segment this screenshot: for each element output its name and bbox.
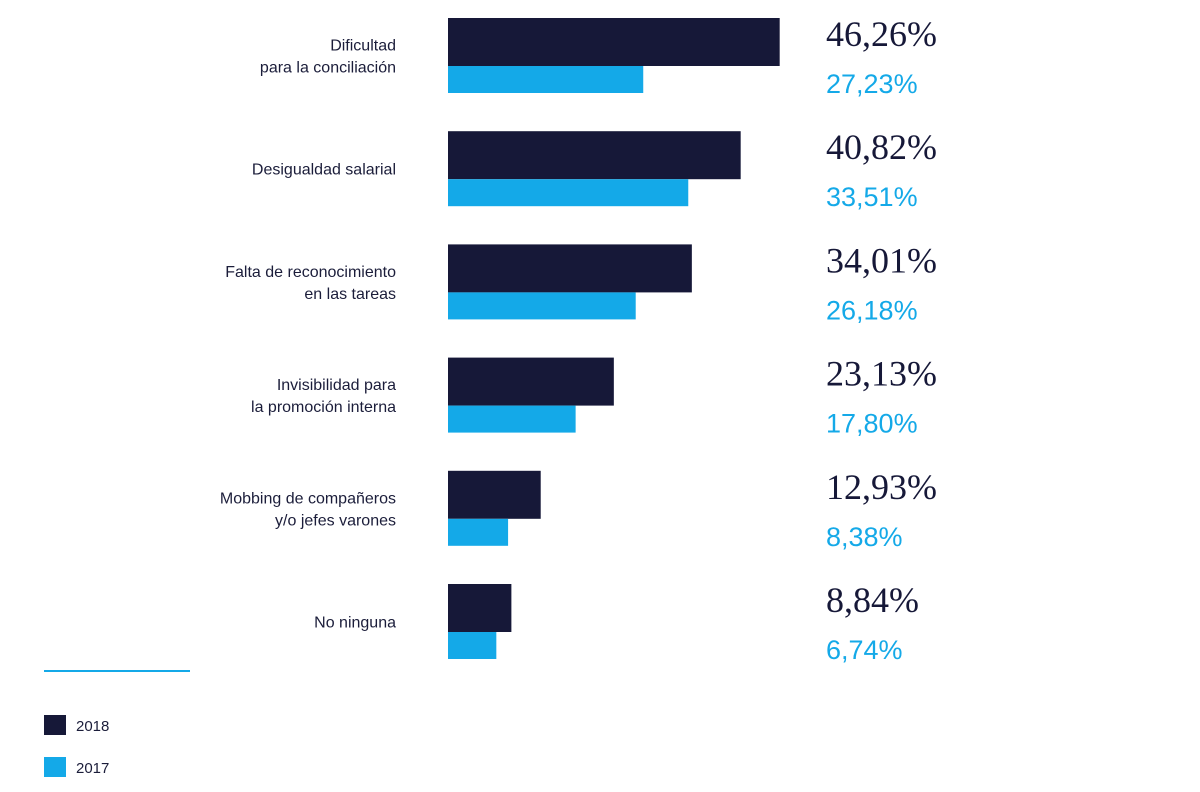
legend-swatch-2018: [44, 715, 66, 735]
bar-2017-4: [448, 518, 509, 546]
value-label-2017-2: 26,18%: [826, 295, 918, 325]
category-label-3: Invisibilidad para la promoción interna: [251, 377, 396, 416]
bar-2017-0: [448, 66, 644, 93]
value-label-2018-2: 34,01%: [826, 240, 937, 280]
value-label-2017-4: 8,38%: [826, 522, 903, 552]
bar-2018-5: [448, 584, 512, 632]
category-label-0: Dificultad para la conciliación: [260, 38, 396, 77]
bar-2018-1: [448, 131, 741, 180]
value-label-2017-0: 27,23%: [826, 69, 918, 99]
value-label-2018-4: 12,93%: [826, 467, 937, 507]
category-label-4: Mobbing de compañeros y/o jefes varones: [220, 490, 396, 529]
bar-2017-3: [448, 405, 576, 433]
value-label-2017-5: 6,74%: [826, 635, 903, 665]
bar-2017-2: [448, 292, 636, 320]
category-label-2: Falta de reconocimiento en las tareas: [225, 264, 396, 303]
bar-2018-4: [448, 470, 541, 519]
legend-swatch-2017: [44, 757, 66, 777]
value-label-2018-0: 46,26%: [826, 14, 937, 54]
value-label-2018-5: 8,84%: [826, 580, 919, 620]
category-label-5: No ninguna: [314, 615, 396, 632]
legend-label-2018: 2018: [76, 718, 109, 735]
value-label-2017-1: 33,51%: [826, 182, 918, 212]
legend-label-2017: 2017: [76, 760, 109, 777]
bar-2017-5: [448, 632, 497, 659]
category-label-1: Desigualdad salarial: [252, 162, 396, 179]
bar-2018-2: [448, 244, 692, 293]
value-label-2018-3: 23,13%: [826, 354, 937, 394]
value-label-2018-1: 40,82%: [826, 127, 937, 167]
value-label-2017-3: 17,80%: [826, 409, 918, 439]
bar-2017-1: [448, 179, 689, 207]
bar-2018-3: [448, 357, 614, 406]
bar-2018-0: [448, 18, 780, 66]
